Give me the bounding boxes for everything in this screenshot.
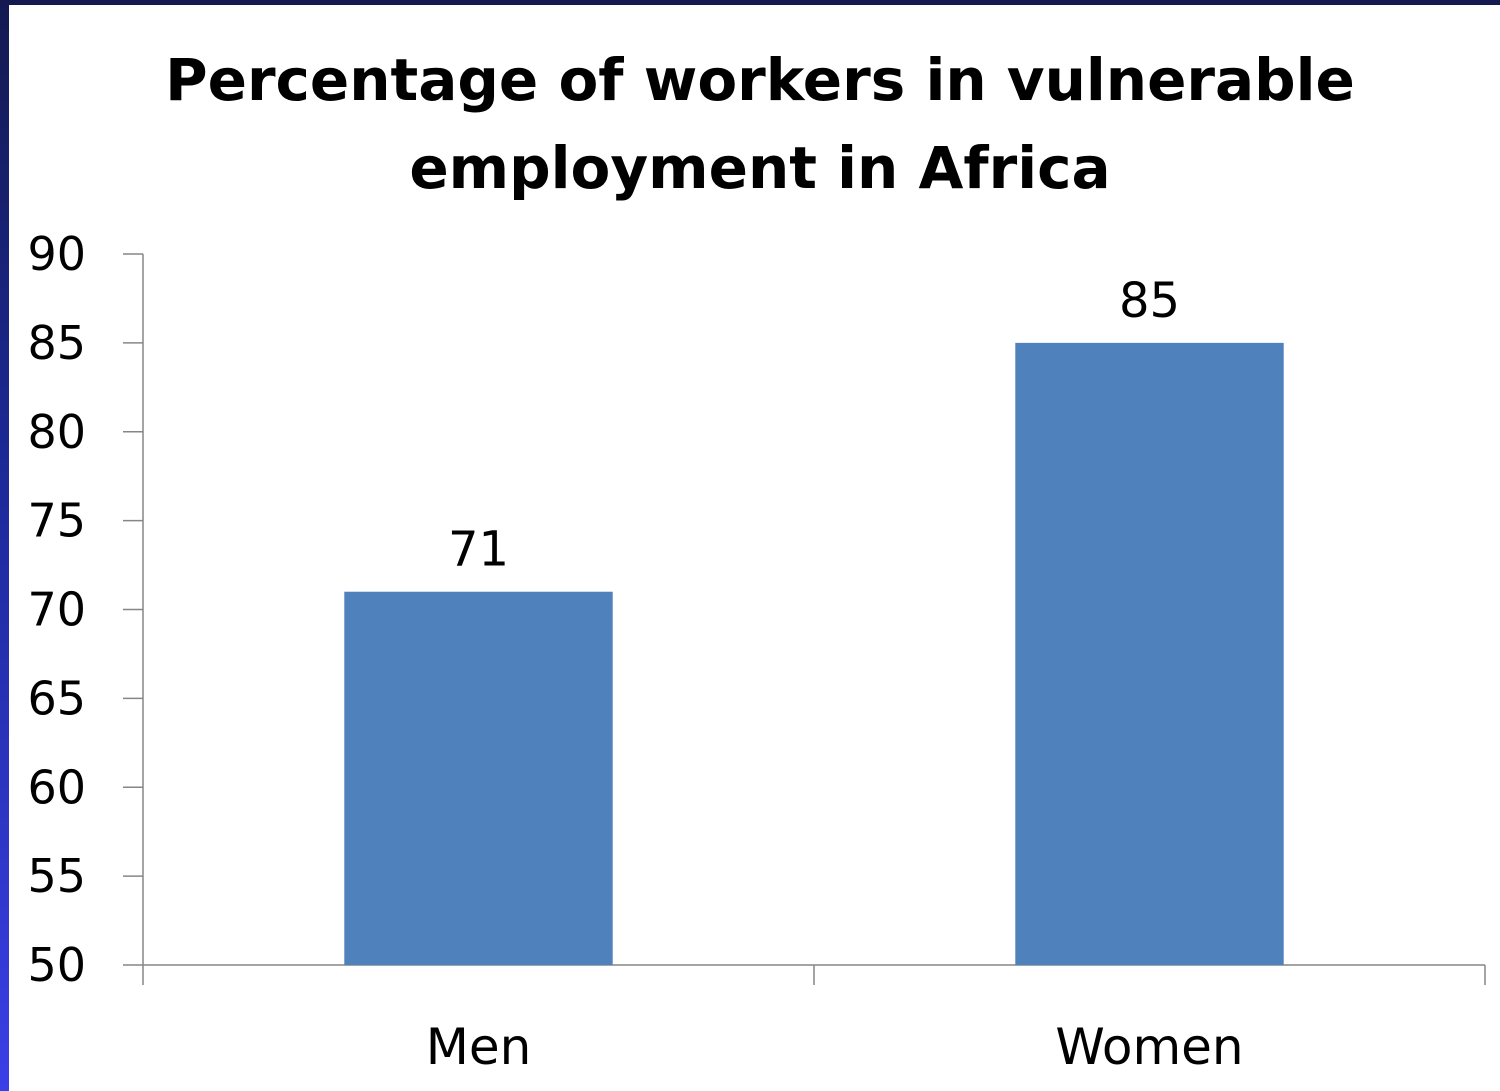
y-axis: 50 55 60 65 70 75 80 85 90 [27,227,144,992]
chart-title: Percentage of workers in vulnerable empl… [165,46,1355,202]
x-axis: Men Women [142,964,1486,1076]
bar-women [1015,342,1284,965]
x-category-label-men: Men [426,1018,532,1076]
slide-top-border [0,0,1500,5]
y-tick-label: 65 [27,671,86,725]
y-tick-label: 60 [27,760,86,814]
y-tick-label: 90 [27,227,86,281]
y-tick-label: 75 [27,494,86,548]
bar-men [344,591,613,965]
x-category-label-women: Women [1055,1018,1243,1076]
y-tick-label: 80 [27,405,86,459]
data-label-men: 71 [448,522,509,578]
y-tick-label: 85 [27,316,86,370]
y-tick-label: 70 [27,583,86,637]
slide-left-border [0,0,9,1091]
y-tick-label: 50 [27,938,86,992]
data-labels: 71 85 [448,273,1180,578]
y-tick-label: 55 [27,849,86,903]
bars [344,342,1284,965]
data-label-women: 85 [1119,273,1180,329]
